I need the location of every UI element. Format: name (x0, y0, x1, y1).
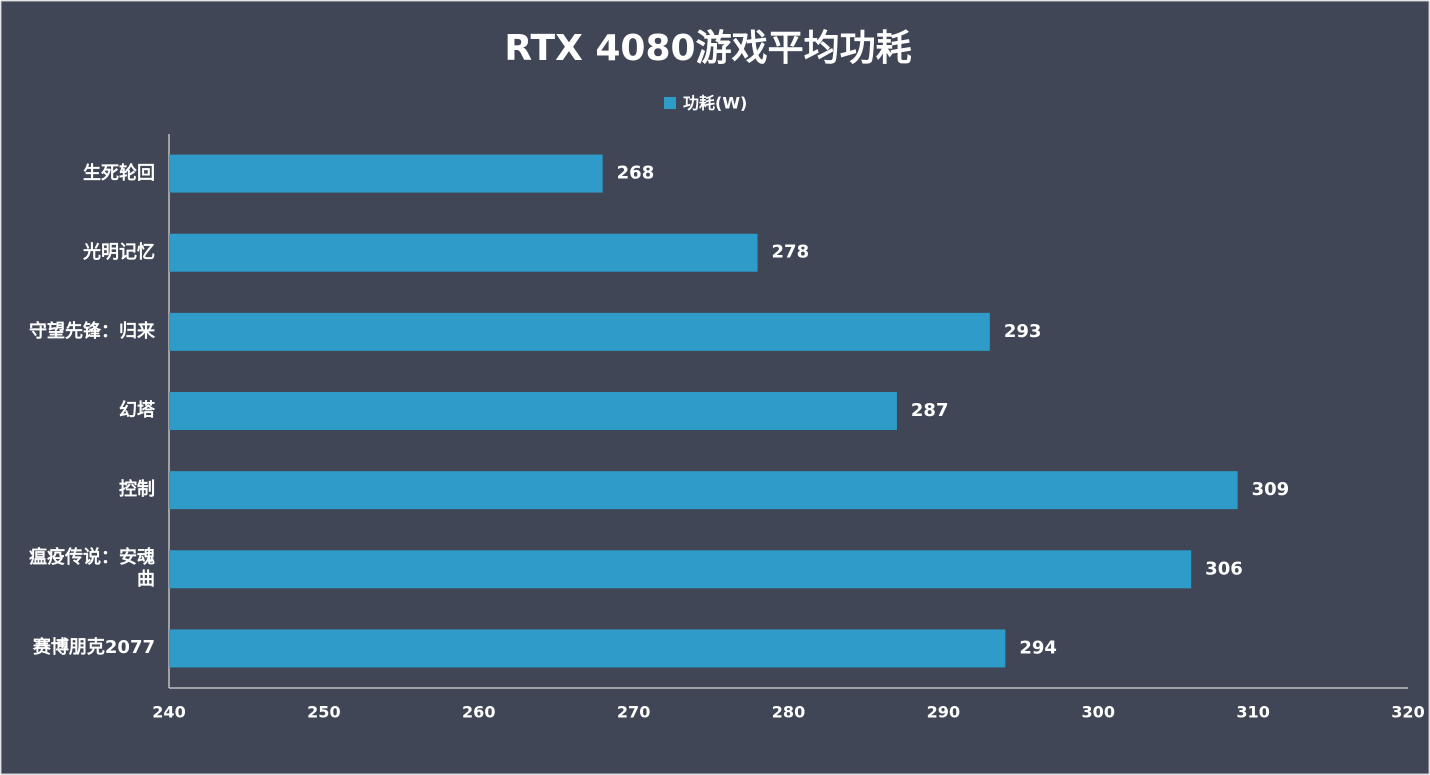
x-tick-label: 240 (152, 703, 185, 722)
x-tick-label: 290 (927, 703, 960, 722)
bar (169, 629, 1006, 668)
bar (169, 471, 1238, 510)
y-tick-label: 生死轮回 (83, 162, 155, 184)
data-label: 278 (772, 242, 810, 263)
x-tick-label: 250 (307, 703, 340, 722)
legend-label: 功耗(W) (683, 94, 747, 113)
x-tick-label: 300 (1082, 703, 1115, 722)
data-label: 287 (911, 400, 949, 421)
bar (169, 392, 897, 430)
y-tick-label: 赛博朋克2077 (32, 637, 155, 659)
y-tick-label: 幻塔 (119, 400, 155, 421)
y-tick-label: 控制 (119, 479, 155, 501)
y-tick-label: 光明记忆 (83, 241, 155, 263)
x-tick-label: 270 (617, 703, 650, 722)
data-label: 294 (1019, 637, 1057, 658)
bar (169, 550, 1192, 589)
bar (169, 312, 990, 351)
x-tick-label: 280 (772, 703, 805, 722)
x-tick-label: 310 (1236, 703, 1269, 722)
bar (169, 233, 758, 272)
bar (169, 154, 603, 193)
data-label: 306 (1205, 558, 1243, 579)
y-tick-label: 瘟疫传说：安魂曲 (29, 547, 155, 591)
data-label: 268 (617, 163, 655, 184)
y-tick-label: 守望先锋：归来 (29, 320, 155, 342)
chart-title: RTX 4080游戏平均功耗 (504, 28, 911, 69)
data-label: 309 (1252, 479, 1290, 500)
data-label: 293 (1004, 321, 1042, 342)
x-tick-label: 260 (462, 703, 495, 722)
legend-swatch (664, 97, 676, 109)
x-tick-label: 320 (1391, 703, 1424, 722)
